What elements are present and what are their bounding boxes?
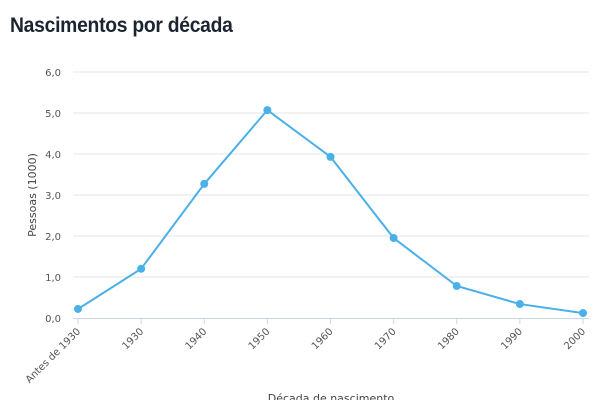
data-point [515, 300, 524, 309]
y-tick-label: 3,0 [45, 191, 61, 202]
chart-title: Nascimentos por década [10, 14, 233, 37]
x-axis-title: Década de nascimento [268, 392, 395, 400]
x-tick-label: 1940 [184, 326, 210, 352]
data-point [200, 179, 209, 188]
x-tick-label: 2000 [562, 326, 588, 352]
x-tick-label: 1970 [373, 326, 399, 352]
y-tick-label: 5,0 [45, 109, 61, 120]
y-axis-title: Pessoas (1000) [26, 153, 39, 237]
x-tick-label: 1930 [120, 326, 146, 352]
x-tick-label: Antes de 1930 [24, 326, 83, 385]
x-tick-label: 1960 [310, 326, 336, 352]
x-tick-label: 1990 [499, 326, 525, 352]
x-tick-label: 1950 [247, 326, 273, 352]
y-tick-label: 1,0 [45, 273, 61, 284]
data-point [452, 282, 461, 291]
data-point [326, 152, 335, 161]
data-point [579, 309, 587, 318]
y-tick-label: 4,0 [45, 150, 61, 161]
series-line [77, 108, 584, 315]
y-tick-label: 6,0 [45, 68, 61, 79]
data-point [389, 234, 398, 243]
y-tick-label: 0,0 [45, 314, 61, 325]
data-point [263, 106, 272, 115]
x-tick-label: 1980 [436, 326, 462, 352]
data-point [74, 304, 82, 313]
y-tick-label: 2,0 [45, 232, 61, 243]
data-point [137, 264, 146, 273]
